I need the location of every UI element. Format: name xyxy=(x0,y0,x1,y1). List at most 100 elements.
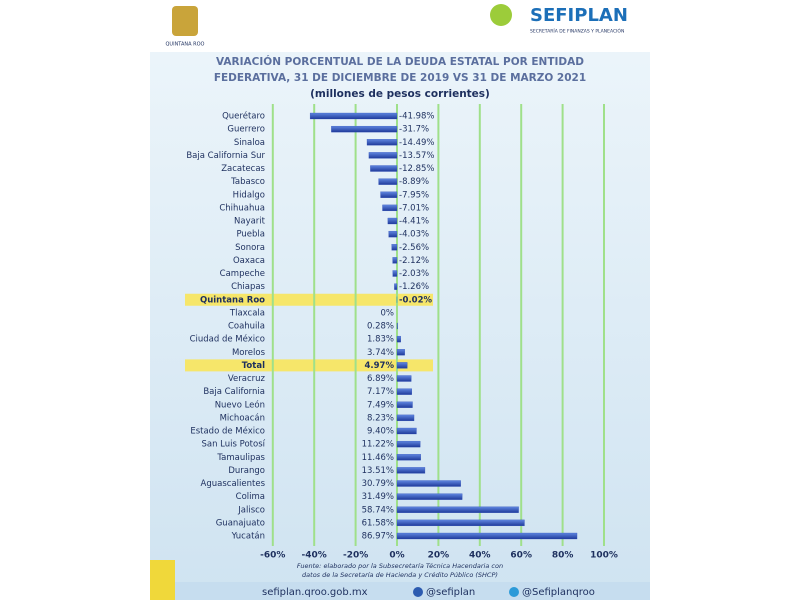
category-label: Aguascalientes xyxy=(201,479,266,489)
category-label: Querétaro xyxy=(222,111,265,122)
category-label: Chiapas xyxy=(231,282,265,292)
bar xyxy=(396,375,412,382)
bar xyxy=(396,480,461,487)
value-label: 61.58% xyxy=(362,518,394,528)
value-label: 11.46% xyxy=(362,453,394,463)
bar xyxy=(392,257,398,264)
category-label: Coahuila xyxy=(228,322,265,332)
chart-subtitle: (millones de pesos corrientes) xyxy=(310,88,490,100)
category-label: Campeche xyxy=(220,269,265,279)
value-label: -12.85% xyxy=(399,164,434,174)
value-label: 86.97% xyxy=(362,532,394,542)
category-label: Tabasco xyxy=(230,177,265,187)
value-label: -7.95% xyxy=(399,190,429,200)
bar xyxy=(396,349,405,356)
bar xyxy=(394,283,398,290)
bar xyxy=(368,152,398,159)
category-label: Nuevo León xyxy=(215,399,265,410)
category-label: Tlaxcala xyxy=(229,308,265,318)
value-label: 7.49% xyxy=(367,400,394,410)
value-label: -2.56% xyxy=(399,243,429,253)
category-label: Estado de México xyxy=(190,426,265,437)
category-label: Hidalgo xyxy=(233,190,265,200)
value-label: -2.03% xyxy=(399,269,429,279)
category-label: Durango xyxy=(228,466,265,476)
category-label: Oaxaca xyxy=(233,256,265,266)
plot: -60% -40% -20% 0% 20% 40% 60% 80% 100% Querétaro -… xyxy=(185,104,618,561)
x-tick-label: -60% xyxy=(260,551,285,561)
category-label: Guerrero xyxy=(227,125,265,135)
bar xyxy=(382,204,398,212)
bar xyxy=(378,178,398,185)
category-label: Quintana Roo xyxy=(200,295,265,305)
value-label: 4.97% xyxy=(365,361,395,371)
bar xyxy=(380,191,398,198)
value-label: -14.49% xyxy=(399,138,434,148)
x-tick-label: -40% xyxy=(302,551,327,561)
facebook: @sefiplan xyxy=(426,587,475,598)
category-label: Chihuahua xyxy=(219,203,265,213)
bar xyxy=(396,388,412,395)
bar xyxy=(396,362,408,369)
bar xyxy=(396,322,398,330)
value-label: -31.7% xyxy=(399,125,429,135)
agency-subtitle: SECRETARÍA DE FINANZAS Y PLANEACIÓN xyxy=(530,28,624,35)
category-label: Zacatecas xyxy=(221,164,265,174)
website: sefiplan.qroo.gob.mx xyxy=(262,587,368,598)
category-label: Colima xyxy=(236,492,265,502)
twitter: @Sefiplanqroo xyxy=(522,587,595,598)
bar xyxy=(396,440,421,448)
value-label: 13.51% xyxy=(362,466,394,476)
value-label: -2.12% xyxy=(399,256,429,266)
decoration xyxy=(150,560,175,600)
category-label: Total xyxy=(242,361,265,371)
value-label: -4.41% xyxy=(399,217,429,227)
category-label: Michoacán xyxy=(220,413,265,423)
value-label: 7.17% xyxy=(367,387,394,397)
x-tick-label: 80% xyxy=(552,551,574,561)
value-label: -41.98% xyxy=(399,112,434,122)
value-label: 58.74% xyxy=(362,505,394,515)
bar xyxy=(396,493,463,500)
highlight-row xyxy=(185,359,433,372)
header-band xyxy=(150,0,650,52)
bar xyxy=(396,401,413,408)
category-label: Sinaloa xyxy=(234,138,265,148)
bar xyxy=(396,335,401,343)
category-label: Morelos xyxy=(232,348,266,358)
source: Fuente: elaborado por la Subsecretaría T… xyxy=(297,562,503,570)
bar xyxy=(331,125,398,133)
value-label: 1.83% xyxy=(367,335,394,345)
highlight-row xyxy=(185,293,433,306)
category-label: Nayarit xyxy=(234,217,266,227)
bar xyxy=(370,165,398,172)
bar xyxy=(387,217,398,225)
value-label: -1.26% xyxy=(399,282,429,292)
bar xyxy=(396,414,415,422)
value-label: 9.40% xyxy=(367,427,394,437)
x-tick-label: 0% xyxy=(389,551,404,561)
bar xyxy=(391,244,398,251)
bar xyxy=(309,112,398,120)
bar xyxy=(396,454,421,461)
value-label: 31.49% xyxy=(362,492,394,502)
twitter-icon xyxy=(509,587,519,597)
agency-logo xyxy=(490,4,512,26)
category-label: Sonora xyxy=(235,243,265,253)
bar xyxy=(396,427,417,435)
category-label: Veracruz xyxy=(228,374,266,384)
bar xyxy=(396,506,519,513)
category-label: Jalisco xyxy=(237,505,265,515)
bar xyxy=(392,270,398,277)
category-label: Puebla xyxy=(236,230,265,240)
chart-title: FEDERATIVA, 31 DE DICIEMBRE DE 2019 VS 3… xyxy=(214,72,586,84)
x-tick-label: 40% xyxy=(469,551,491,561)
category-label: San Luis Potosí xyxy=(201,440,265,450)
x-tick-label: -20% xyxy=(343,551,368,561)
value-label: -13.57% xyxy=(399,151,434,161)
value-label: 11.22% xyxy=(362,440,394,450)
value-label: -8.89% xyxy=(399,177,429,187)
value-label: 0.28% xyxy=(367,322,394,332)
state-name: QUINTANA ROO xyxy=(166,42,205,48)
